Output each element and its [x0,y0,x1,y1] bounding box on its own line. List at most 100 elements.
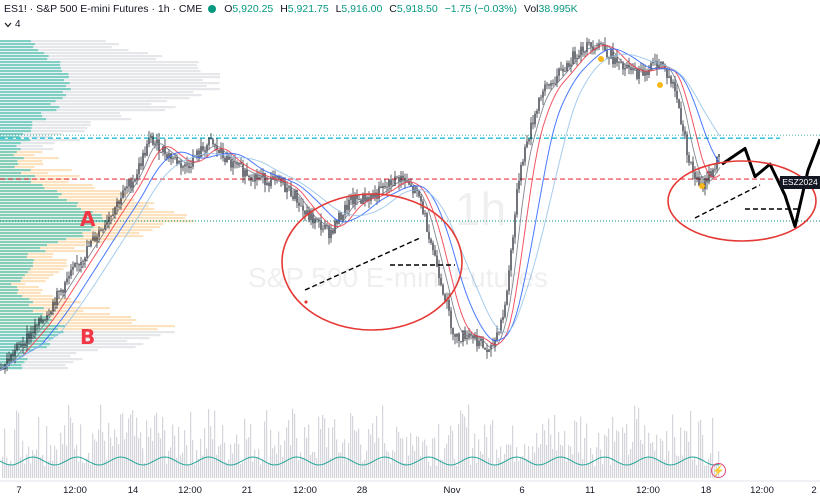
volume-bar [208,409,210,478]
candle-body [666,68,668,78]
symbol-title[interactable]: ES1! · S&P 500 E-mini Futures · 1h · CME [4,3,203,15]
volume-bar [456,465,458,478]
volume-bar [328,427,330,478]
candle-body [68,275,70,279]
volume-profile-bar [0,193,62,196]
volume-profile-bar [0,58,157,61]
volume-bar [432,438,434,478]
volume-bar [428,461,430,478]
x-tick-label: 6 [519,485,525,496]
volume-bar [124,439,126,478]
candle-body [682,124,684,131]
volume-bar [466,427,468,478]
low-label: L [335,3,342,15]
volume-bar [464,416,466,478]
candle-body [312,213,314,224]
candle-body [128,179,130,187]
volume-profile-bar [0,346,47,349]
candle-body [348,199,350,210]
volume-profile-bar [0,361,74,364]
volume-bar [530,460,532,478]
volume-profile-bar [0,175,36,178]
candle-body [650,63,652,70]
candle-body [280,179,282,183]
annotation-ellipse [281,193,463,331]
volume-bar [532,446,534,478]
candle-body [486,349,488,352]
candle-body [510,249,512,271]
volume-bar [578,452,580,478]
candle-body [658,65,660,69]
volume-bar [674,436,676,478]
volume-bar [52,460,54,478]
candle-body [176,157,178,165]
volume-bar [2,456,4,478]
volume-bar [76,444,78,478]
volume-profile-bar [0,349,98,352]
volume-bar [446,443,448,478]
candle-body [16,343,18,351]
candle-body [354,194,356,205]
volume-profile-bar [0,43,119,46]
volume-bar [482,453,484,478]
candle-body [440,278,442,285]
candle-body [554,83,556,85]
volume-bar [518,461,520,478]
candle-body [696,176,698,179]
volume-profile-bar [0,193,128,196]
volume-bar [66,445,68,478]
candle-body [572,51,574,65]
volume-profile-bar [0,322,132,325]
volume-bar [40,456,42,478]
candle-body [342,214,344,220]
volume-profile-bar [0,325,175,328]
volume-bar [298,460,300,478]
candle-body [24,344,26,346]
volume-bar [594,465,596,478]
volume-profile-bar [0,244,48,247]
volume-profile-bar [0,307,44,310]
candle-body [56,291,58,306]
volume-bar [70,417,72,478]
volume-bar [258,448,260,478]
volume-bar [514,461,516,478]
candle-body [70,269,72,276]
candle-body [402,175,404,178]
volume-profile-bar [0,187,95,190]
volume-bar [346,459,348,478]
candle-body [640,68,642,70]
candle-body [108,216,110,223]
volume-profile-bar [0,178,32,181]
volume-bar [206,448,208,478]
candle-body [14,350,16,356]
volume-bar [312,451,314,478]
volume-bar [426,445,428,478]
volume-bar [138,438,140,478]
candle-body [628,64,630,68]
volume-bar [250,424,252,478]
candle-body [316,218,318,220]
candle-body [500,319,502,332]
volume-profile-bar [0,331,64,334]
volume-profile-bar [0,64,197,67]
volume-profile-bar [0,253,28,256]
volume-profile-bar [0,70,201,73]
bolt-icon[interactable]: ⚡ [711,463,726,478]
volume-bar [396,426,398,478]
volume-bar [112,445,114,478]
candle-body [394,176,396,186]
oscillator-line [0,456,721,466]
volume-bar [92,433,94,478]
volume-bar [364,459,366,478]
volume-bar [362,461,364,478]
candle-body [306,210,308,215]
volume-bar [534,452,536,478]
volume-profile-bar [0,262,67,265]
candle-body [264,172,266,185]
volume-bar [210,426,212,478]
market-status-dot[interactable] [208,5,217,13]
volume-profile-bar [0,340,45,343]
candle-body [52,301,54,312]
indicators-toggle[interactable]: 4 [4,19,21,30]
